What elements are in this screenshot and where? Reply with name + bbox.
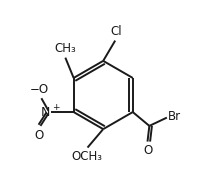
Text: +: + xyxy=(52,103,60,112)
Text: Br: Br xyxy=(168,110,182,123)
Text: −O: −O xyxy=(30,83,49,96)
Text: OCH₃: OCH₃ xyxy=(71,150,102,163)
Text: O: O xyxy=(34,129,44,142)
Text: N: N xyxy=(41,106,50,119)
Text: CH₃: CH₃ xyxy=(54,42,76,55)
Text: O: O xyxy=(143,144,152,157)
Text: Cl: Cl xyxy=(110,25,122,38)
